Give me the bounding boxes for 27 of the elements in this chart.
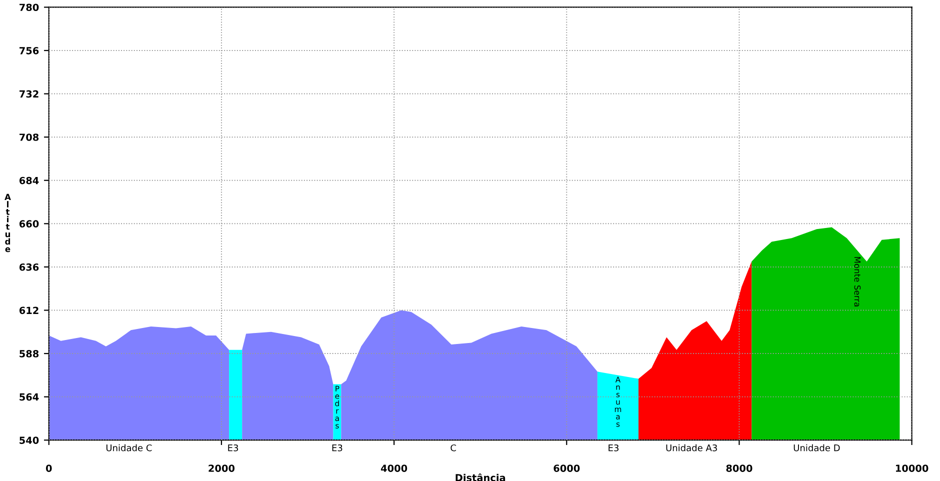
- y-axis-title: Altitude: [4, 194, 11, 252]
- y-tick-label: 660: [19, 220, 39, 228]
- y-tick-label: 540: [20, 436, 39, 444]
- x-tick-label: 4000: [380, 464, 408, 472]
- y-tick-label: 588: [20, 350, 39, 358]
- y-tick-label: 708: [20, 134, 39, 141]
- annotation: Unidade C: [106, 444, 152, 452]
- annotation: E3: [332, 444, 342, 452]
- y-tick-label: 636: [19, 263, 39, 271]
- y-tick-label: 756: [20, 46, 39, 54]
- x-tick-label: 10000: [896, 464, 928, 472]
- x-axis-title: Distância: [456, 473, 506, 481]
- y-tick-label: 732: [20, 90, 38, 98]
- annotation: E3: [608, 444, 618, 452]
- y-tick-label: 564: [20, 393, 39, 401]
- annotation: Monte Serra: [854, 257, 861, 306]
- x-tick-label: 2000: [208, 464, 235, 472]
- x-tick-label: 6000: [554, 464, 580, 472]
- annotation: Unidade A3: [666, 444, 717, 452]
- y-tick-label: 684: [19, 176, 39, 184]
- x-tick-label: 0: [46, 464, 52, 472]
- y-tick-label: 780: [20, 4, 39, 12]
- annotation: Unidade D: [794, 444, 840, 452]
- annotation: E3: [228, 444, 238, 452]
- x-tick-label: 8000: [726, 464, 752, 472]
- y-tick-label: 612: [19, 306, 38, 314]
- annotation: C: [450, 444, 456, 452]
